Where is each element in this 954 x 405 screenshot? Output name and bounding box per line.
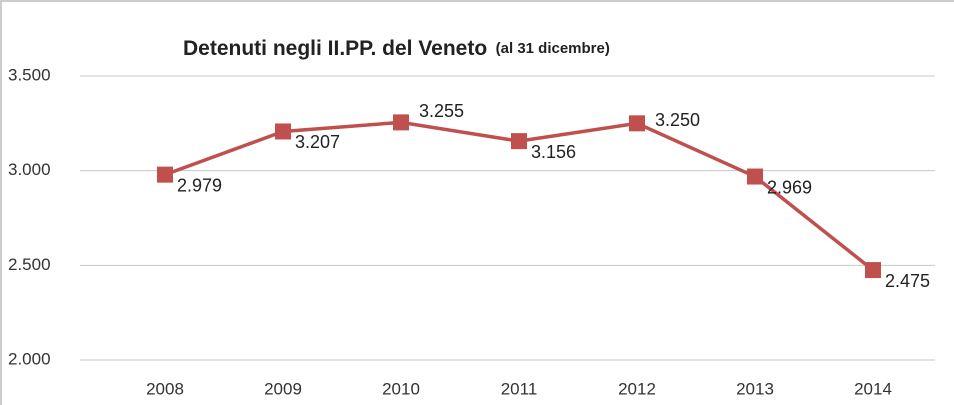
x-tick-label: 2014 <box>854 379 892 398</box>
data-label: 3.250 <box>655 110 700 130</box>
data-label: 2.475 <box>885 271 930 291</box>
y-tick-label: 2.500 <box>8 255 51 274</box>
x-tick-label: 2009 <box>264 379 302 398</box>
data-label: 3.207 <box>295 132 340 152</box>
marker <box>393 114 409 131</box>
marker <box>629 115 645 132</box>
marker <box>157 166 173 183</box>
chart-title-group: Detenuti negli II.PP. del Veneto (al 31 … <box>183 37 610 60</box>
chart-subtitle: (al 31 dicembre) <box>496 40 610 57</box>
marker <box>511 133 527 150</box>
y-tick-label: 2.000 <box>8 349 51 368</box>
y-tick-label: 3.500 <box>8 65 51 84</box>
x-tick-label: 2010 <box>382 379 420 398</box>
data-label: 2.979 <box>177 175 222 195</box>
data-label: 3.255 <box>419 101 464 121</box>
x-tick-label: 2013 <box>736 379 774 398</box>
marker <box>275 123 291 140</box>
x-tick-label: 2011 <box>501 379 538 398</box>
y-tick-label: 3.000 <box>8 160 51 179</box>
x-tick-label: 2012 <box>618 379 656 398</box>
x-tick-label: 2008 <box>146 379 184 398</box>
data-label: 3.156 <box>531 142 576 162</box>
data-label: 2.969 <box>767 177 812 197</box>
chart-title: Detenuti negli II.PP. del Veneto <box>183 37 487 60</box>
marker <box>865 262 881 279</box>
marker <box>747 168 763 185</box>
